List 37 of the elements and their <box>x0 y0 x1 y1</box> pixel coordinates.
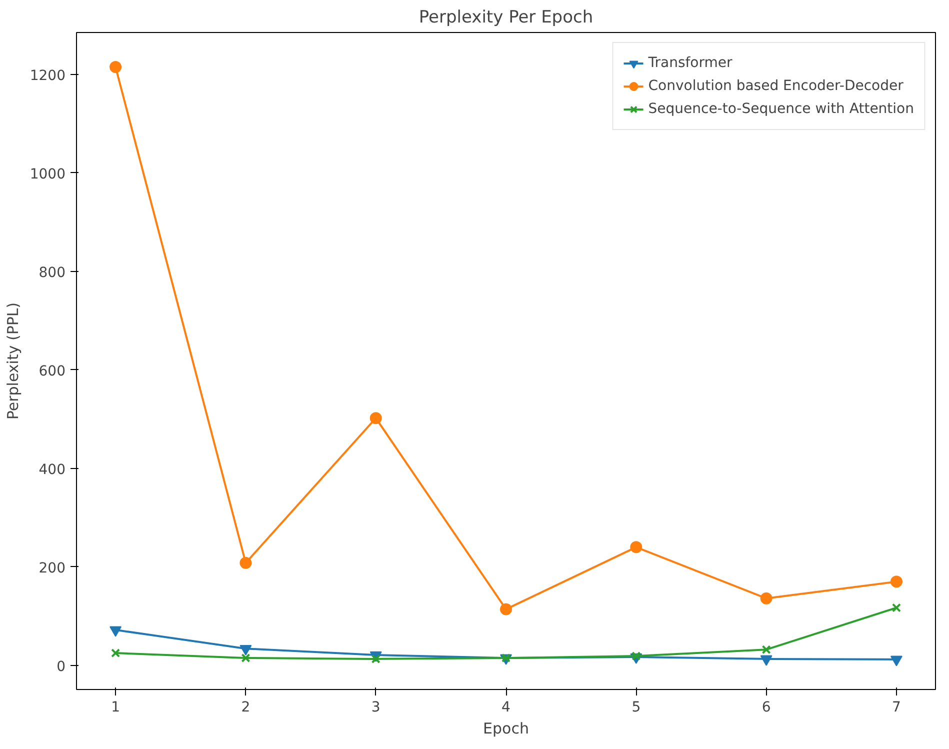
point <box>371 654 380 664</box>
point <box>370 412 382 424</box>
x-tick-label: 7 <box>892 700 901 716</box>
x-tick-label: 2 <box>241 700 250 716</box>
x-tick-label: 5 <box>632 700 641 716</box>
point <box>630 541 642 554</box>
y-axis-title: Perplexity (PPL) <box>4 302 22 420</box>
x-tick-label: 1 <box>111 700 120 716</box>
x-tick-label: 6 <box>762 700 771 716</box>
legend-label: Convolution based Encoder-Decoder <box>648 78 904 94</box>
y-tick-label: 1200 <box>30 68 66 84</box>
y-tick-label: 0 <box>56 658 66 675</box>
y-tick-label: 200 <box>38 560 66 576</box>
point <box>892 603 901 612</box>
y-tick-label: 800 <box>38 264 66 281</box>
point <box>890 576 902 588</box>
point <box>111 648 120 658</box>
y-tick-label: 1000 <box>30 166 66 182</box>
point <box>762 645 771 654</box>
point <box>110 60 122 73</box>
legend-label: Transformer <box>648 55 732 71</box>
point <box>890 656 902 666</box>
point <box>240 644 252 656</box>
point <box>110 626 122 637</box>
x-axis-title: Epoch <box>483 720 529 738</box>
legend-label: Sequence-to-Sequence with Attention <box>648 101 914 117</box>
point <box>760 655 772 666</box>
x-tick-label: 3 <box>371 700 380 716</box>
x-tick-label: 4 <box>502 700 511 716</box>
point <box>500 603 512 616</box>
point <box>241 653 250 663</box>
chart-title: Perplexity Per Epoch <box>418 8 594 28</box>
point <box>632 651 641 661</box>
y-tick-label: 600 <box>38 363 66 380</box>
y-tick-label: 400 <box>38 462 66 478</box>
point <box>760 592 772 604</box>
point <box>240 556 252 569</box>
